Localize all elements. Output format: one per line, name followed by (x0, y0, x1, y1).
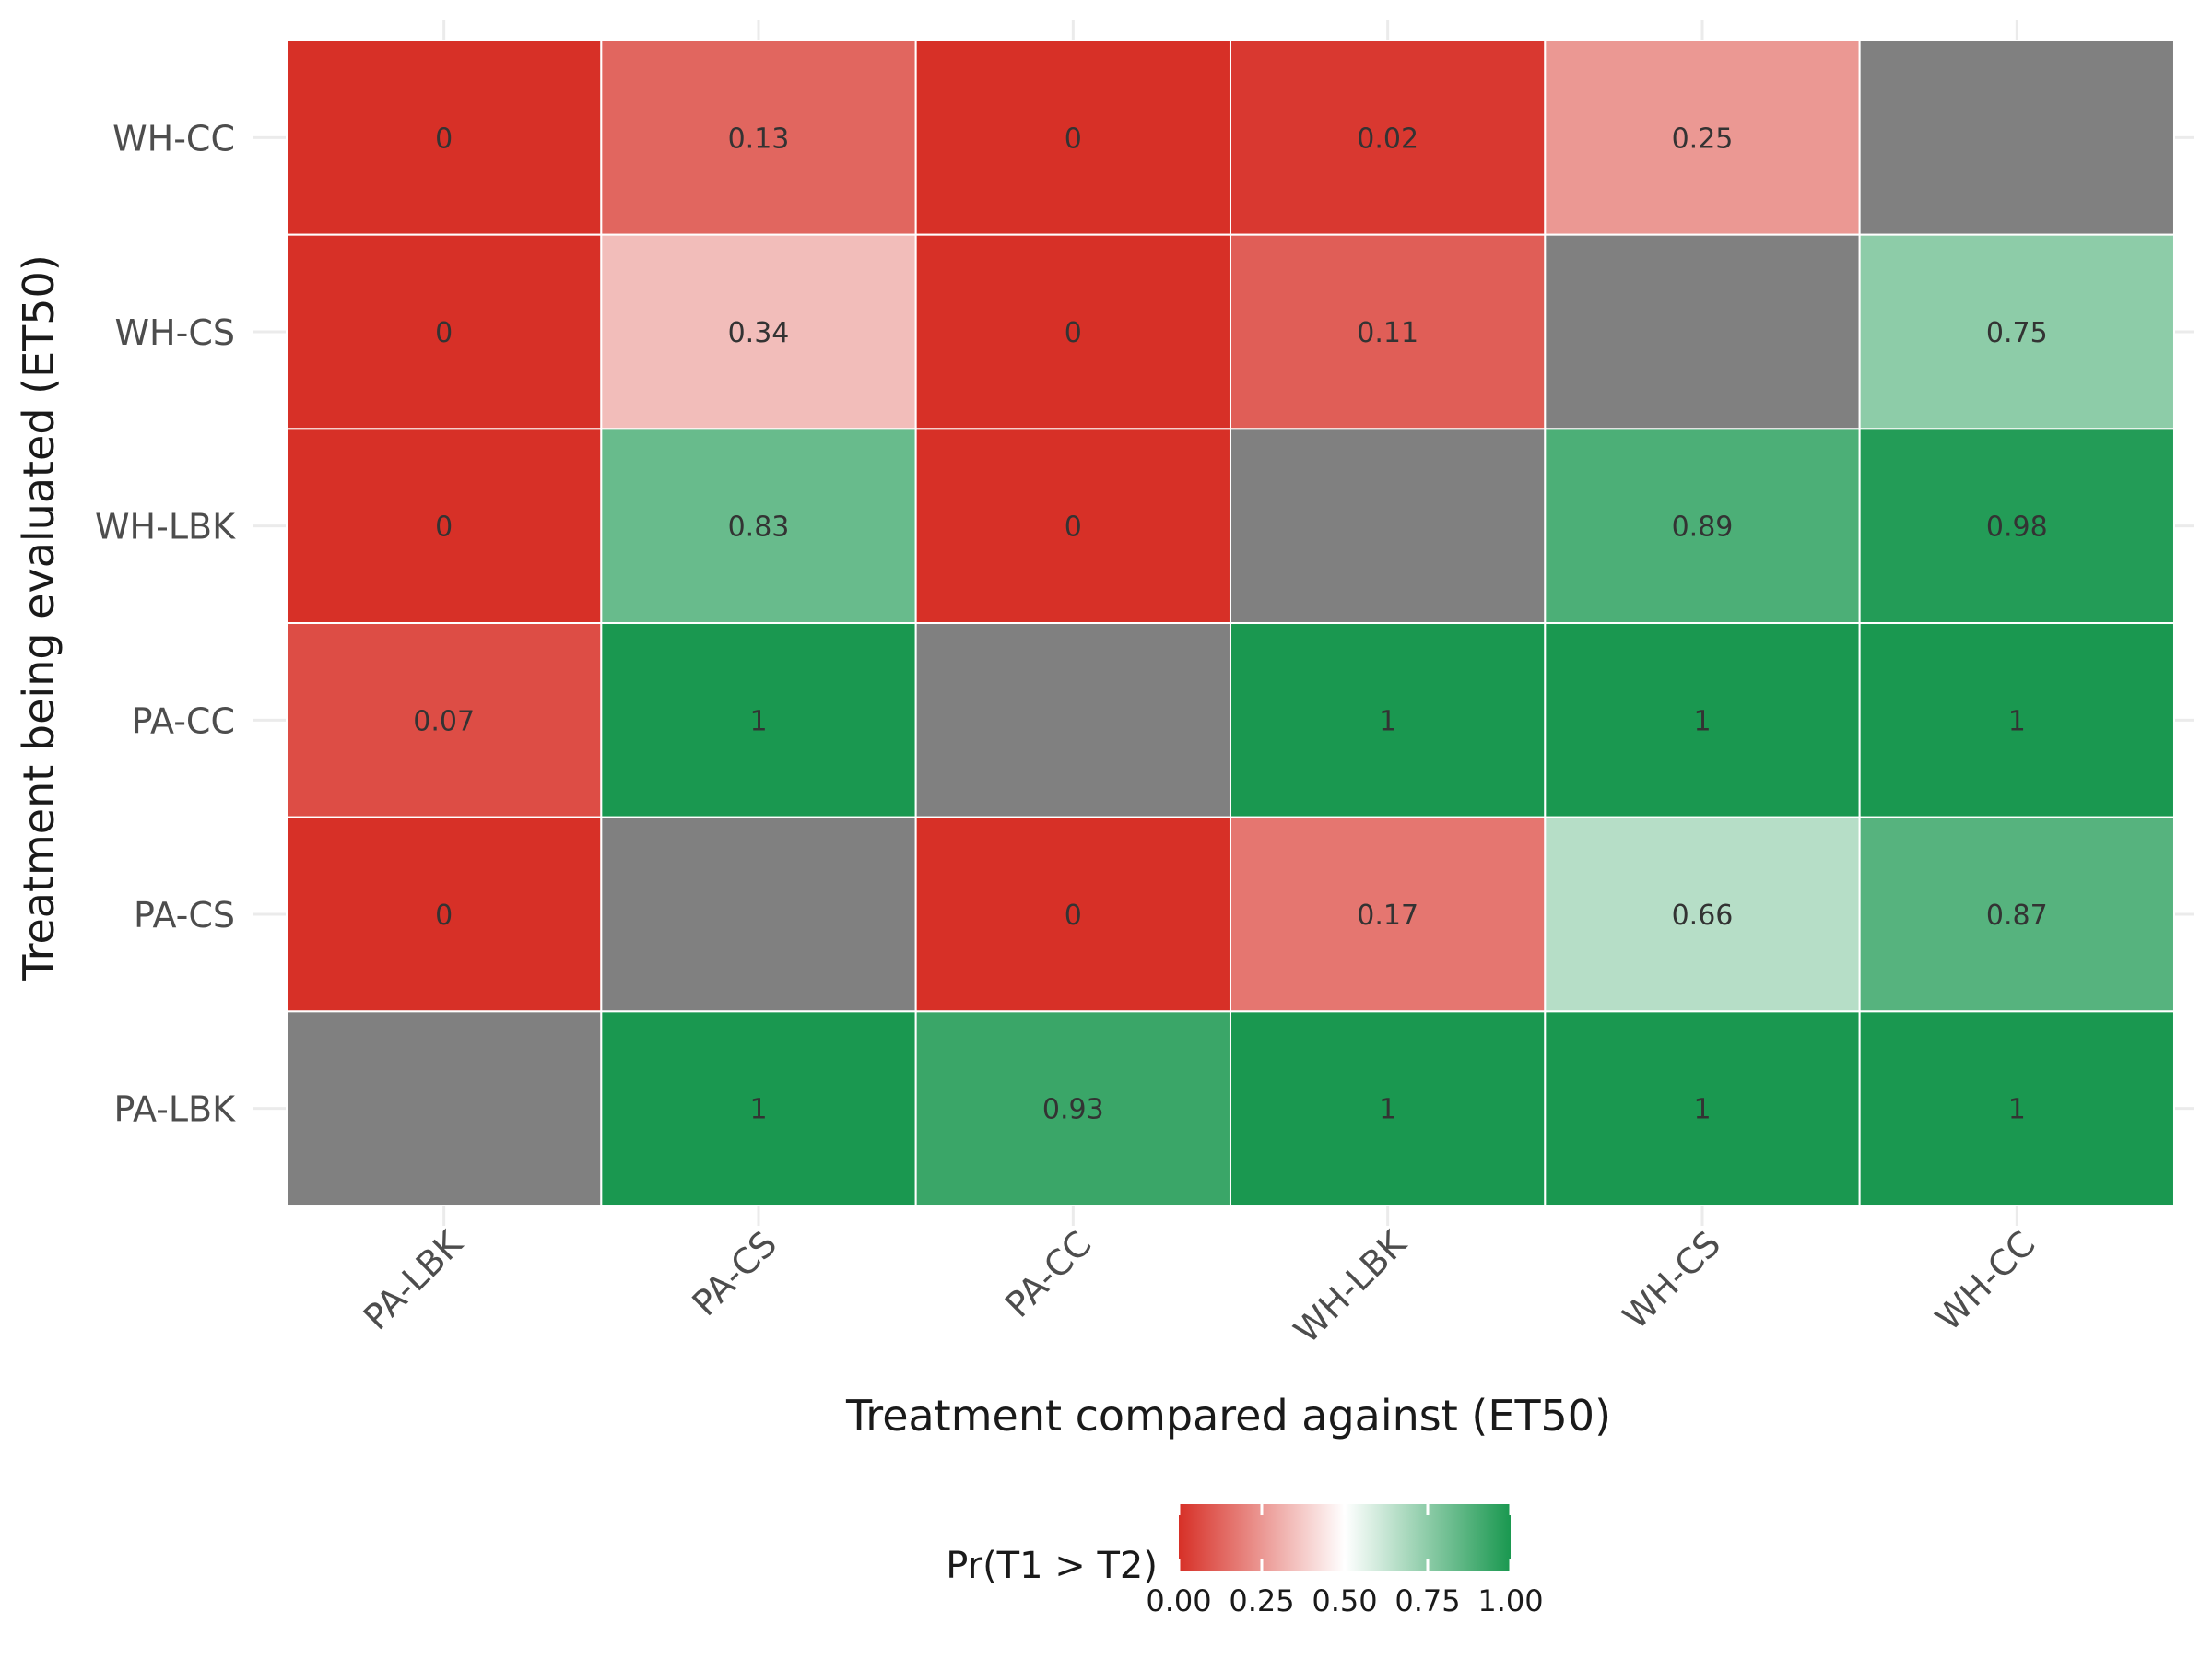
cell-value-label: 0.87 (1986, 900, 2048, 932)
legend-ticks: 0.00 0.25 0.50 0.75 1.00 (1146, 1504, 1544, 1618)
heatmap-cell (914, 428, 1231, 625)
cell-value-label: 0.34 (728, 317, 790, 349)
heatmap-cell (286, 428, 603, 625)
heatmap-cell (1544, 816, 1861, 1013)
cell-value-label: 0.75 (1986, 317, 2048, 349)
x-tick-label: WH-CC (1928, 1223, 2043, 1338)
cell-value-label: 0.02 (1357, 123, 1418, 155)
cell-value-label: 0.25 (1672, 123, 1734, 155)
y-tick-label: WH-CS (114, 312, 235, 353)
heatmap-cell (914, 1010, 1231, 1207)
cell-value-label: 1 (1379, 1094, 1396, 1126)
heatmap-cell (286, 1010, 603, 1207)
x-axis-tick-labels: PA-LBK PA-CS PA-CC WH-LBK WH-CS WH-CC (356, 1223, 2043, 1351)
heatmap-cells (286, 40, 2175, 1207)
cell-value-label: 1 (1379, 705, 1396, 737)
heatmap-cell (1544, 1010, 1861, 1207)
cell-value-label: 1 (2008, 705, 2026, 737)
legend-tick-label: 0.50 (1312, 1583, 1377, 1618)
heatmap-cell (600, 233, 917, 430)
heatmap-cell (1229, 233, 1547, 430)
heatmap-cell (1544, 40, 1861, 236)
heatmap-cell (600, 622, 917, 818)
x-tick-label: WH-CS (1615, 1223, 1728, 1336)
heatmap-cell (914, 622, 1231, 818)
heatmap-cell (1544, 428, 1861, 625)
color-legend: Pr(T1 > T2) 0.00 0.25 0.50 0.75 1.00 (946, 1504, 1544, 1618)
cell-value-label: 0 (435, 512, 453, 544)
heatmap-cell (1229, 428, 1547, 625)
heatmap-cell (1229, 622, 1547, 818)
cell-value-label: 0.89 (1672, 512, 1734, 544)
cell-value-label: 1 (1693, 1094, 1711, 1126)
legend-title: Pr(T1 > T2) (946, 1545, 1158, 1587)
heatmap-cell (914, 233, 1231, 430)
y-tick-label: WH-LBK (95, 507, 236, 547)
heatmap-cell (600, 428, 917, 625)
legend-tick-label: 0.00 (1146, 1583, 1211, 1618)
y-tick-label: PA-CC (132, 700, 235, 741)
x-tick-label: PA-CS (684, 1223, 784, 1324)
x-tick-label: PA-LBK (356, 1223, 471, 1338)
cell-value-label: 0 (1065, 512, 1082, 544)
cell-value-label: 0 (435, 123, 453, 155)
heatmap-cell (286, 40, 603, 236)
cell-value-label: 0.83 (728, 512, 790, 544)
cell-value-labels: 0 0.13 0 0.02 0.25 0 0.34 0 0.11 0.75 0 0.83 0 0.89 0.… (413, 123, 2047, 1125)
heatmap-cell (1858, 816, 2175, 1013)
y-axis-title: Treatment being evaluated (ET50) (14, 254, 64, 982)
cell-value-label: 0 (435, 900, 453, 932)
cell-value-label: 0.11 (1357, 317, 1418, 349)
x-axis-title: Treatment compared against (ET50) (845, 1391, 1611, 1441)
heatmap-cell (1544, 233, 1861, 430)
heatmap-cell (1858, 622, 2175, 818)
heatmap-cell (1544, 622, 1861, 818)
heatmap-cell (600, 1010, 917, 1207)
cell-value-label: 0.17 (1357, 900, 1418, 932)
cell-value-label: 1 (749, 705, 767, 737)
legend-tick-label: 0.75 (1394, 1583, 1460, 1618)
cell-value-label: 1 (1693, 705, 1711, 737)
x-tick-label: PA-CC (997, 1223, 1100, 1325)
x-tick-label: WH-LBK (1286, 1223, 1414, 1351)
heatmap-cell (914, 40, 1231, 236)
heatmap-cell (1858, 233, 2175, 430)
cell-value-label: 0 (1065, 900, 1082, 932)
cell-value-label: 0.07 (413, 705, 475, 737)
cell-value-label: 1 (2008, 1094, 2026, 1126)
cell-value-label: 0.13 (728, 123, 790, 155)
y-tick-label: PA-LBK (113, 1089, 236, 1130)
heatmap-cell (1229, 816, 1547, 1013)
cell-value-label: 0 (1065, 317, 1082, 349)
cell-value-label: 0.66 (1672, 900, 1734, 932)
cell-value-label: 0 (435, 317, 453, 349)
heatmap-cell (600, 816, 917, 1013)
heatmap-cell (1858, 1010, 2175, 1207)
cell-value-label: 0.98 (1986, 512, 2048, 544)
cell-value-label: 0.93 (1042, 1094, 1104, 1126)
heatmap-cell (1229, 40, 1547, 236)
heatmap-cell (914, 816, 1231, 1013)
cell-value-label: 1 (749, 1094, 767, 1126)
legend-tick-label: 1.00 (1477, 1583, 1543, 1618)
heatmap-cell (1858, 40, 2175, 236)
legend-tick-label: 0.25 (1229, 1583, 1294, 1618)
y-axis-tick-labels: WH-CC WH-CS WH-LBK PA-CC PA-CS PA-LBK (95, 118, 236, 1129)
cell-value-label: 0 (1065, 123, 1082, 155)
y-tick-label: WH-CC (112, 118, 235, 159)
heatmap-cell (1858, 428, 2175, 625)
heatmap-cell (286, 622, 603, 818)
heatmap-cell (600, 40, 917, 236)
y-tick-label: PA-CS (134, 895, 235, 935)
